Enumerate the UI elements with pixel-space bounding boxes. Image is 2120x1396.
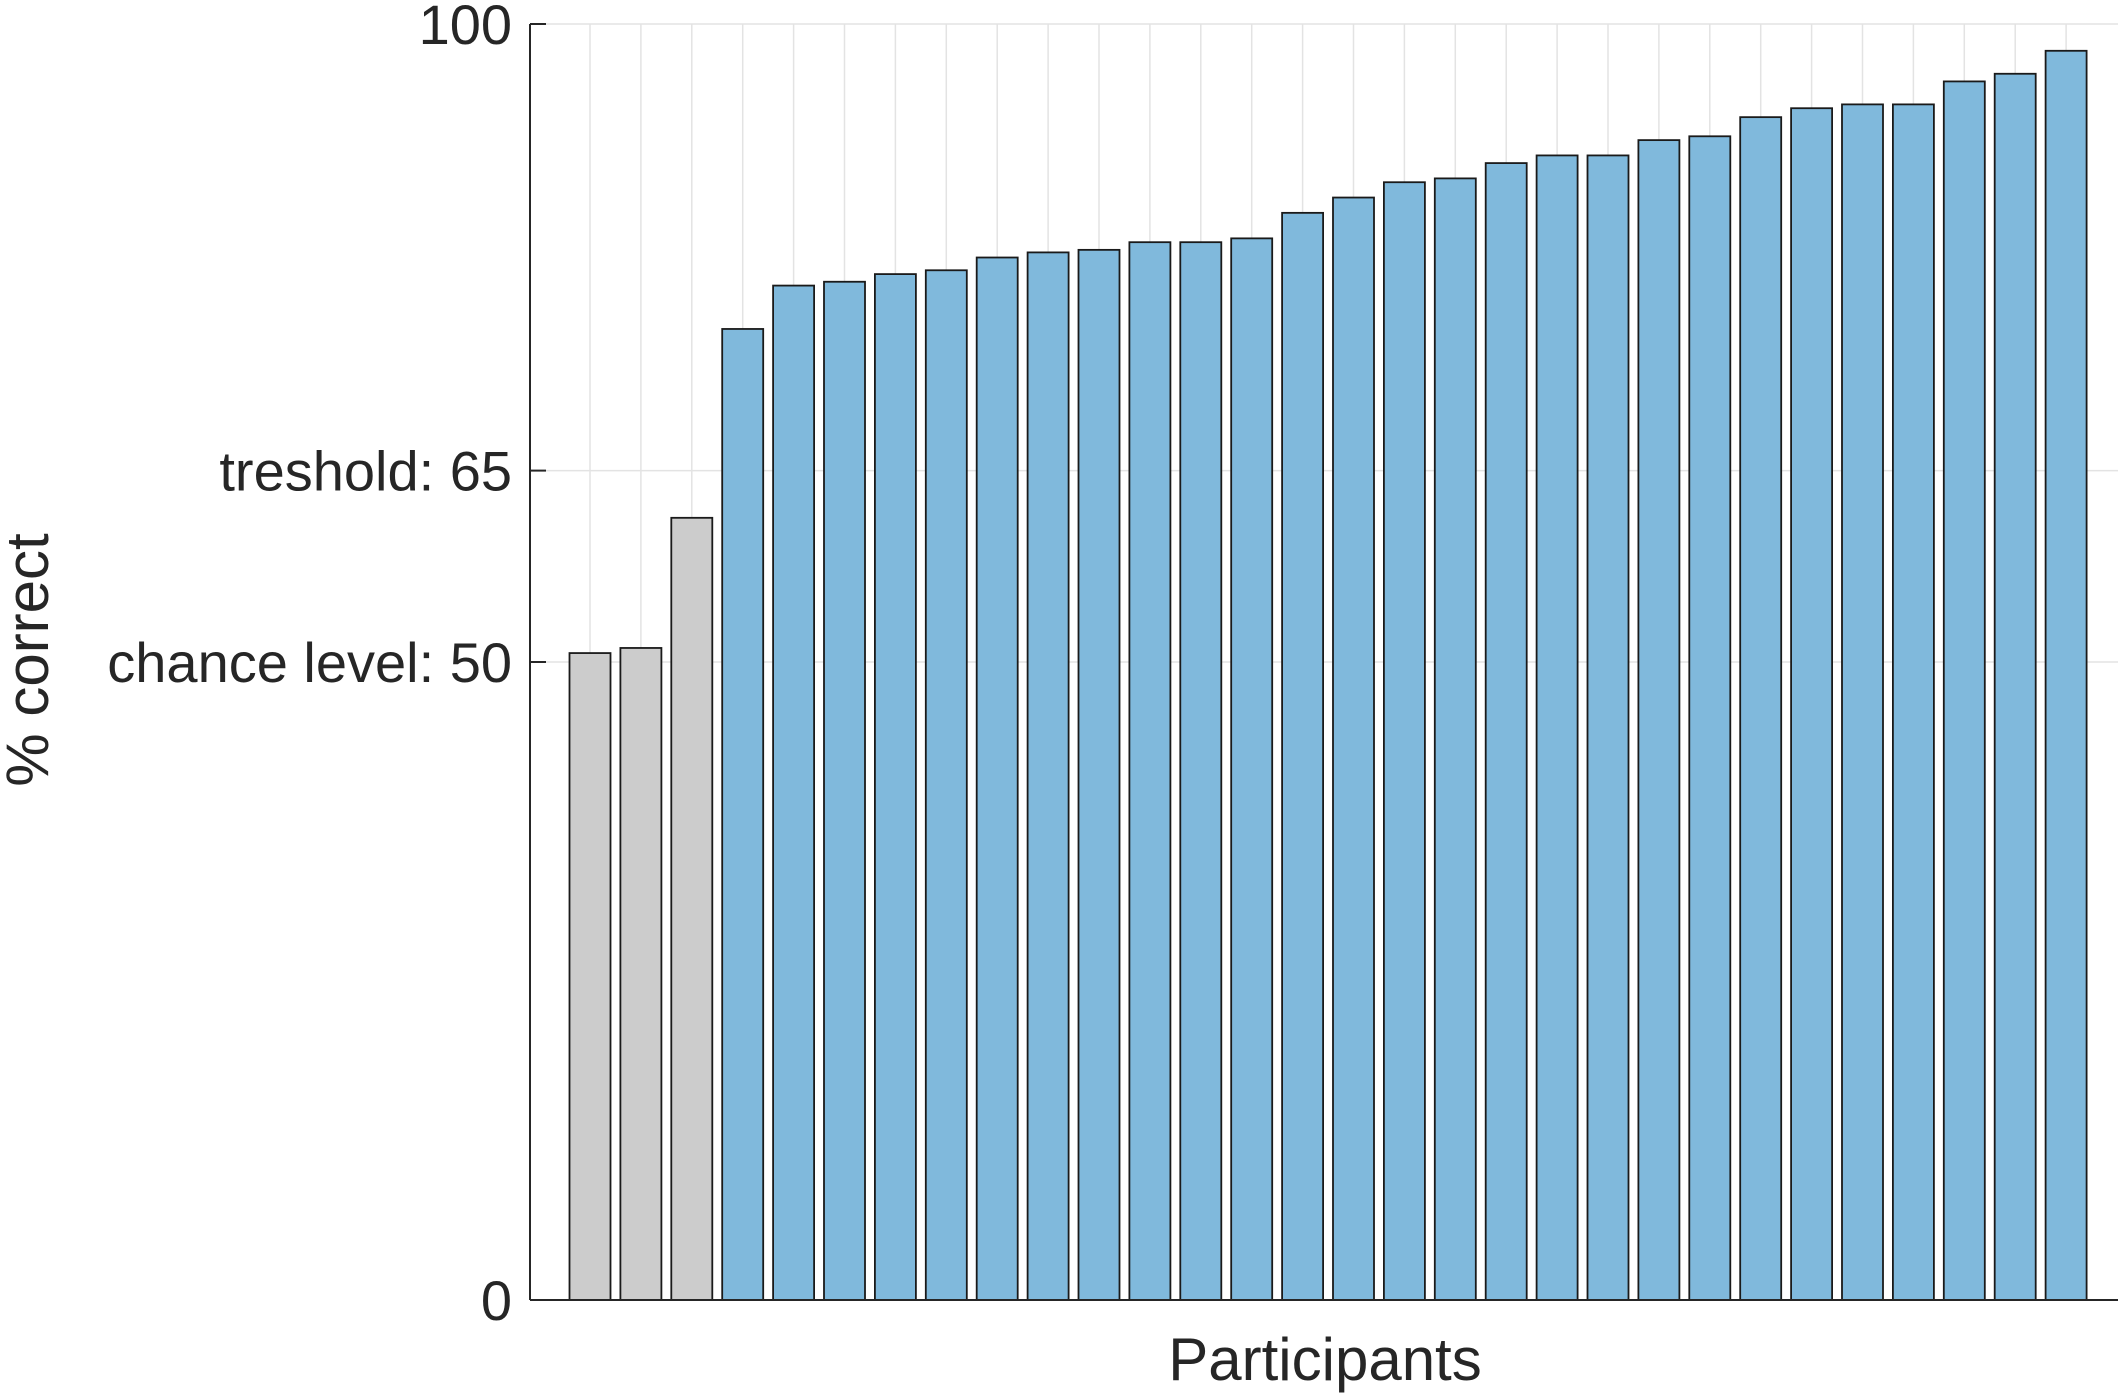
- bar: [975, 256, 1019, 1301]
- y-tick-label: chance level: 50: [107, 631, 512, 694]
- bar: [1942, 80, 1986, 1301]
- bar: [1281, 211, 1324, 1301]
- bar: [2044, 49, 2088, 1301]
- bar: [1993, 72, 2037, 1301]
- bar: [1535, 154, 1579, 1301]
- bar: [1739, 116, 1783, 1301]
- bar: [1892, 103, 1935, 1301]
- bar: [1586, 154, 1630, 1301]
- bar: [1230, 237, 1274, 1301]
- bar: [1332, 196, 1375, 1301]
- bar: [924, 269, 968, 1301]
- y-tick-label: 100: [419, 0, 512, 56]
- bar: [1179, 241, 1223, 1301]
- bar: [721, 328, 765, 1301]
- bar: [823, 280, 866, 1301]
- bar: [1433, 177, 1477, 1301]
- y-tick-label: 0: [481, 1269, 512, 1332]
- bars-group: [568, 49, 2088, 1301]
- x-axis-label: Participants: [1168, 1326, 1481, 1393]
- bar: [568, 652, 612, 1301]
- bar: [1383, 181, 1426, 1301]
- bar: [1790, 107, 1833, 1301]
- bar: [1128, 241, 1172, 1301]
- bar: [1077, 248, 1121, 1301]
- bar: [1637, 139, 1681, 1301]
- bar: [619, 647, 663, 1301]
- bar: [1688, 135, 1732, 1301]
- y-tick-labels: 0 chance level: 50 treshold: 65 100: [107, 0, 512, 1332]
- bar: [772, 284, 815, 1301]
- bar: [1026, 251, 1070, 1301]
- axes-group: [529, 23, 2118, 1301]
- bar: [670, 516, 714, 1301]
- y-axis-label: % correct: [0, 533, 61, 787]
- y-tick-label: treshold: 65: [219, 440, 512, 503]
- bar: [874, 273, 917, 1301]
- bar: [1484, 162, 1528, 1301]
- bar: [1841, 103, 1884, 1301]
